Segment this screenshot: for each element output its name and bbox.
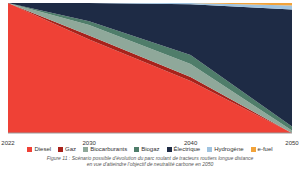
- html-text:Diesel: Diesel: [34, 146, 52, 152]
- svg-text:2050: 2050: [285, 140, 292, 145]
- html-text:Biogaz: Biogaz: [141, 146, 160, 152]
- svg-text:2022: 2022: [8, 140, 15, 145]
- html-text:Hydrogène: Hydrogène: [214, 146, 244, 152]
- html-text:Gaz: Gaz: [65, 146, 77, 152]
- html-text:e-fuel: e-fuel: [257, 146, 273, 152]
- html-text:Figure 11 : Scénario possible: Figure 11 : Scénario possible d'évolutio…: [46, 155, 254, 167]
- svg-text:2030: 2030: [82, 140, 96, 145]
- html-text:Biocarburants: Biocarburants: [90, 146, 128, 152]
- html-text:Électrique: Électrique: [173, 146, 201, 152]
- svg-text:2040: 2040: [184, 140, 198, 145]
